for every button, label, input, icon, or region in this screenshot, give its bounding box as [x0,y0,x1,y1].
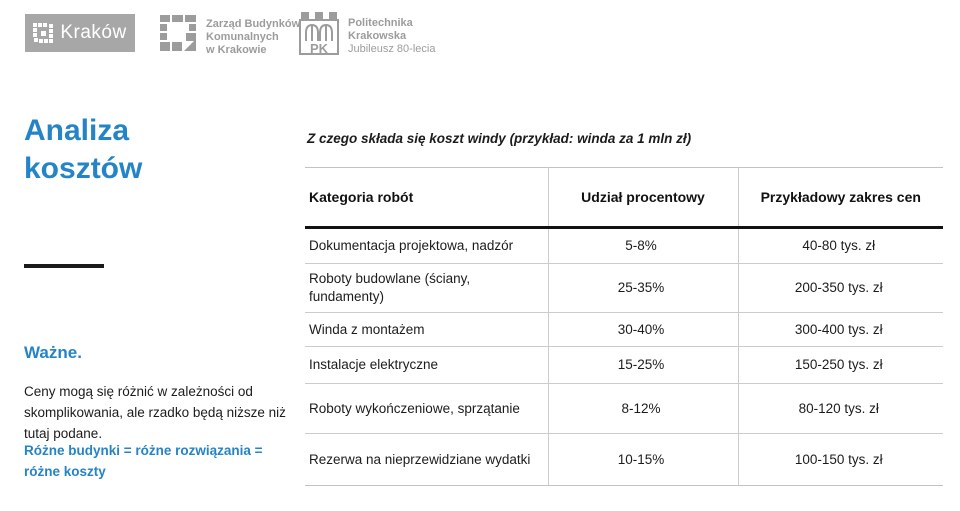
cell-category: Rezerwa na nieprzewidziane wydatki [305,433,548,486]
table-caption: Z czego składa się koszt windy (przykład… [307,131,692,146]
table-header-row: Kategoria robót Udział procentowy Przykł… [305,167,943,229]
cell-percentage: 25-35% [547,263,738,313]
table-row: Winda z montażem 30-40% 300-400 tys. zł [305,312,943,347]
zbk-logo-text: Zarząd Budynków Komunalnych w Krakowie [206,15,300,57]
cell-percentage: 5-8% [547,227,738,264]
zbk-tiles-icon [160,15,196,51]
pk-line-1: Politechnika [348,17,413,29]
cell-category: Instalacje elektryczne [305,346,548,384]
zbk-logo: Zarząd Budynków Komunalnych w Krakowie [160,15,300,57]
cell-price-range: 40-80 tys. zł [737,227,943,264]
page-title: Analiza kosztów [24,114,143,185]
pk-logo: PK Politechnika Krakowska Jubileusz 80-l… [299,11,435,56]
cell-percentage: 10-15% [547,433,738,486]
cell-percentage: 15-25% [547,346,738,384]
krakow-logo-label: Kraków [60,22,127,43]
table-body: Dokumentacja projektowa, nadzór 5-8% 40-80… [305,227,943,486]
pk-emblem-letters: PK [310,41,329,56]
zbk-line-1: Zarząd Budynków [206,18,301,30]
zbk-line-3: w Krakowie [206,44,267,56]
title-divider [24,264,104,268]
cell-price-range: 100-150 tys. zł [737,433,943,486]
cell-category: Roboty wykończeniowe, sprzątanie [305,383,548,434]
logo-bar: Kraków Zarząd Budynków K [0,0,960,70]
cell-price-range: 150-250 tys. zł [737,346,943,384]
zbk-line-2: Komunalnych [206,31,279,43]
important-heading: Ważne. [24,343,82,362]
table-row: Rezerwa na nieprzewidziane wydatki 10-15%… [305,433,943,486]
cost-table: Kategoria robót Udział procentowy Przykł… [305,167,943,486]
cell-percentage: 8-12% [547,383,738,434]
pk-line-3: Jubileusz 80-lecia [348,43,436,55]
table-row: Roboty wykończeniowe, sprzątanie 8-12% 80-… [305,383,943,434]
table-row: Instalacje elektryczne 15-25% 150-250 tys.… [305,346,943,384]
cell-category: Dokumentacja projektowa, nadzór [305,227,548,264]
column-header-percentage: Udział procentowy [547,167,738,229]
pk-castle-icon: PK [299,12,339,56]
pk-logo-text: Politechnika Krakowska Jubileusz 80-leci… [348,11,435,56]
cell-category: Winda z montażem [305,312,548,347]
pk-line-2: Krakowska [348,30,407,42]
table-row: Roboty budowlane (ściany, fundamenty) 25-… [305,263,943,313]
cell-category: Roboty budowlane (ściany, fundamenty) [305,263,548,313]
column-header-category: Kategoria robót [305,167,548,229]
krakow-logo: Kraków [25,14,135,52]
important-text: Ceny mogą się różnić w zależności od sko… [24,384,286,441]
column-header-price-range: Przykładowy zakres cen [737,167,943,229]
table-row: Dokumentacja projektowa, nadzór 5-8% 40-80… [305,227,943,264]
cell-price-range: 80-120 tys. zł [737,383,943,434]
krakow-tiles-icon [33,22,54,43]
main-content: Z czego składa się koszt windy (przykład… [305,131,943,486]
cell-percentage: 30-40% [547,312,738,347]
important-note: Różne budynki = różne rozwiązania = różn… [24,443,263,479]
cell-price-range: 200-350 tys. zł [737,263,943,313]
cell-price-range: 300-400 tys. zł [737,312,943,347]
